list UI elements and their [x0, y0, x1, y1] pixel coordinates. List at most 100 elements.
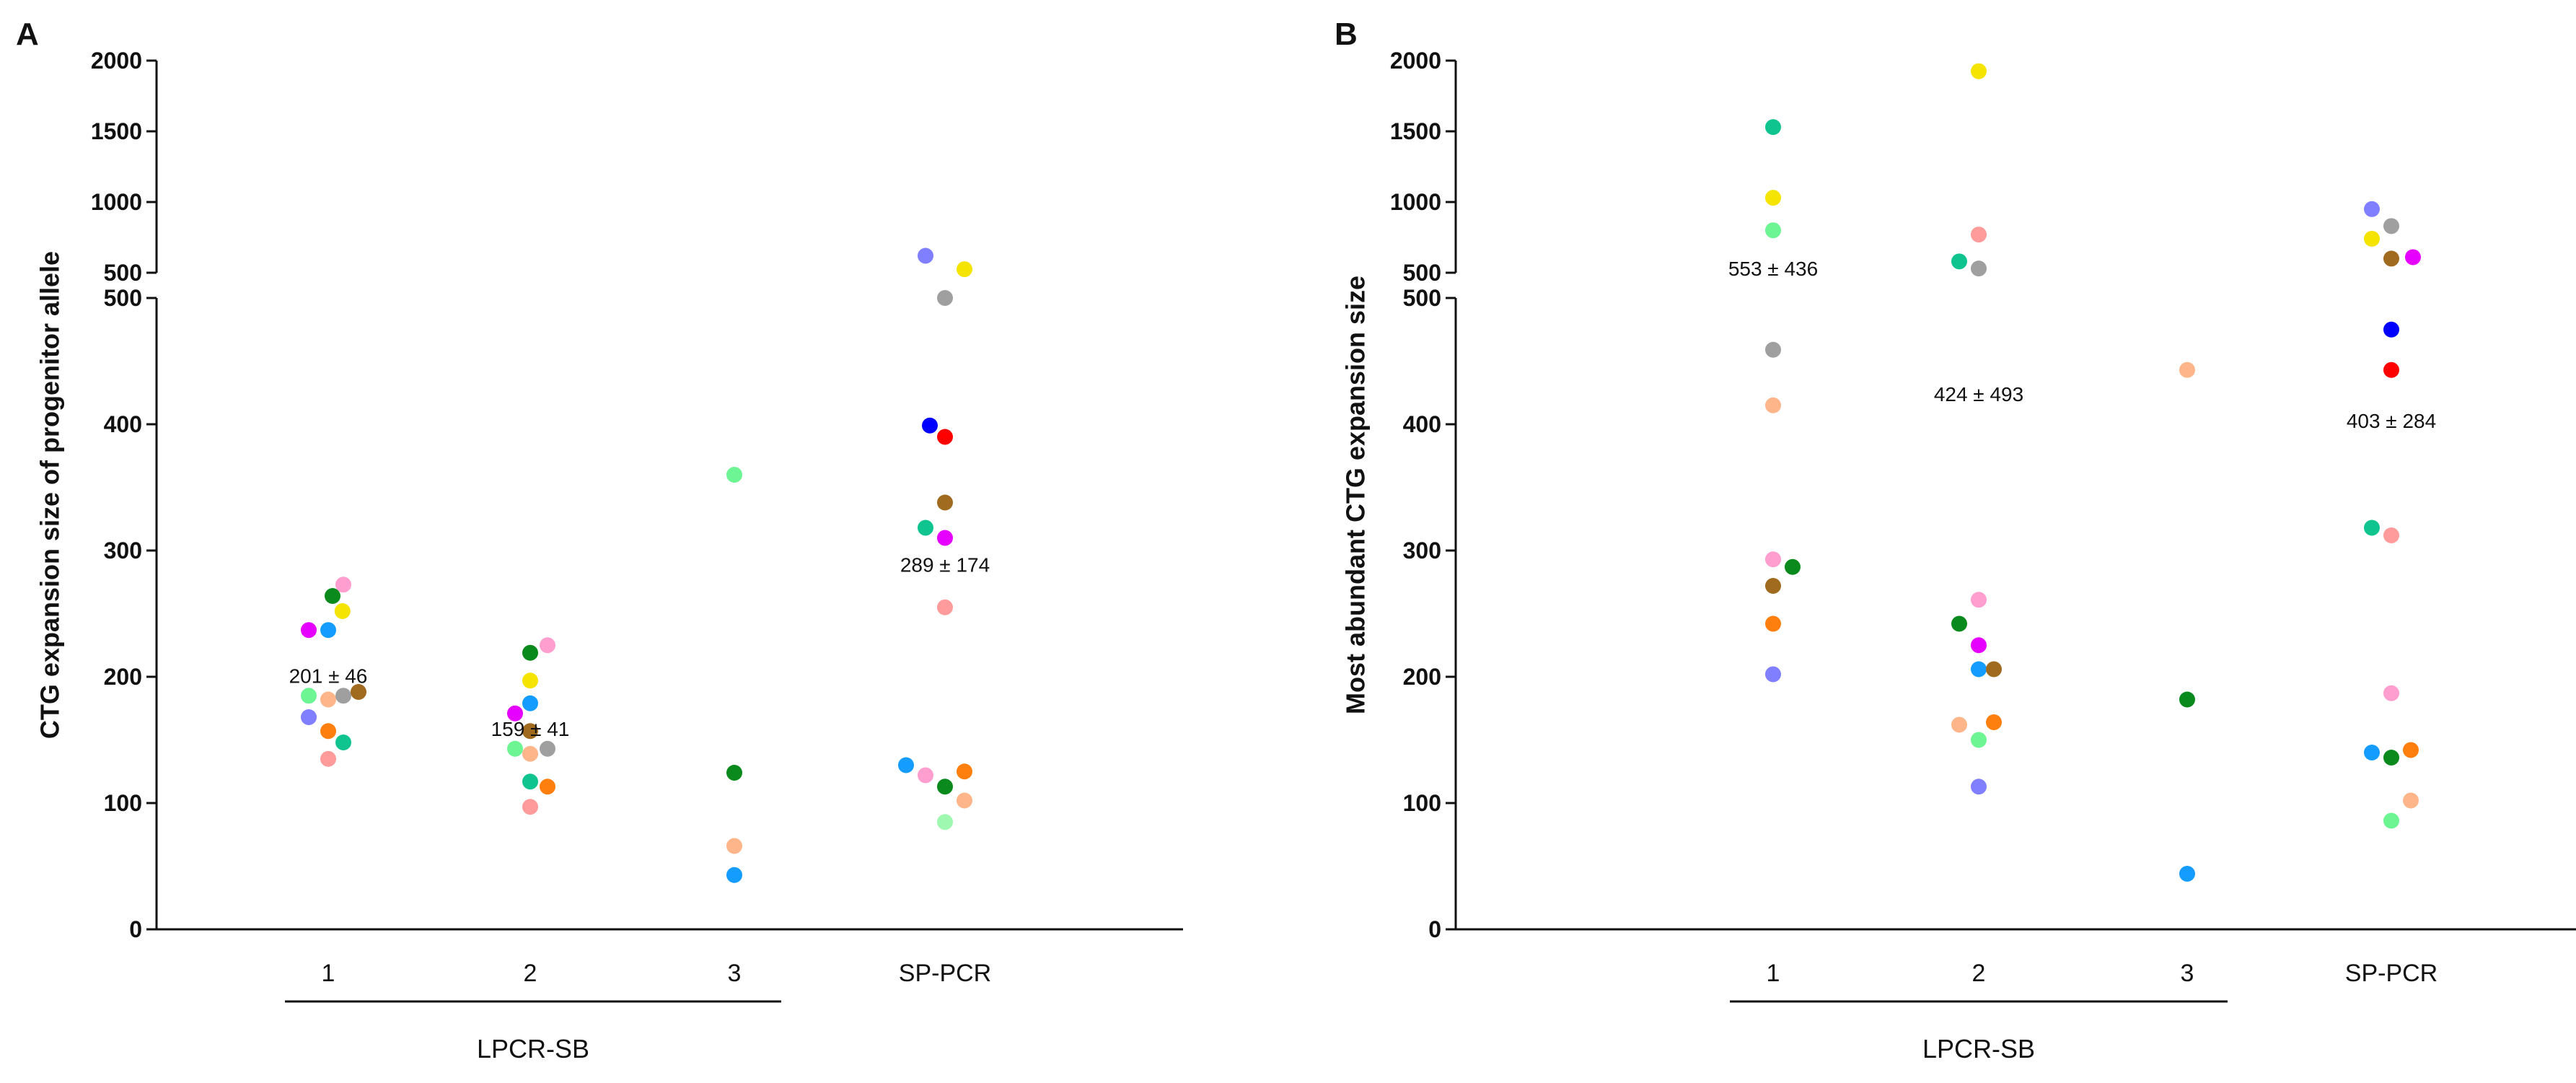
data-point: [1765, 551, 1781, 568]
y-tick-label: 400: [1403, 411, 1441, 437]
data-point: [1971, 592, 1987, 608]
y-tick-label: 2000: [91, 48, 142, 74]
data-point: [2179, 691, 2195, 708]
data-point: [1971, 63, 1987, 79]
data-point: [957, 763, 972, 780]
data-point: [937, 599, 953, 615]
data-point: [2364, 201, 2380, 217]
data-point: [1971, 732, 1987, 748]
data-point: [2364, 230, 2380, 247]
y-tick-label: 1500: [1390, 118, 1441, 144]
data-point: [1971, 637, 1987, 654]
data-point: [1765, 190, 1781, 206]
data-point: [898, 757, 914, 773]
panel-b: B Most abundant CTG expansion size 0 100 200…: [1335, 17, 2576, 1064]
x-tick-label: 1: [1767, 960, 1780, 987]
data-point: [922, 417, 938, 434]
data-point: [918, 519, 933, 536]
y-tick-label: 0: [1428, 916, 1441, 942]
y-tick-label: 1000: [91, 189, 142, 215]
data-point: [2403, 742, 2419, 758]
panel-a: A CTG expansion size of progenitor allele…: [16, 17, 1183, 1064]
data-point: [522, 773, 538, 790]
data-point: [937, 779, 953, 795]
data-point: [320, 622, 336, 639]
data-point: [1765, 119, 1781, 136]
data-point: [937, 290, 953, 306]
data-point: [918, 247, 933, 264]
data-point: [2383, 527, 2399, 543]
data-point: [325, 588, 340, 604]
data-point: [320, 691, 336, 708]
x-tick-label: 3: [2181, 960, 2194, 987]
data-point: [522, 745, 538, 762]
y-tick-label: 100: [1403, 790, 1441, 816]
data-point: [507, 705, 523, 722]
data-point: [1765, 578, 1781, 594]
data-point: [1951, 253, 1967, 270]
data-point: [1951, 615, 1967, 632]
data-point: [918, 767, 933, 784]
data-point: [1971, 779, 1987, 795]
data-point: [937, 429, 953, 445]
data-point: [301, 622, 317, 639]
y-tick-label: 1000: [1390, 189, 1441, 215]
data-point: [937, 530, 953, 546]
group-label: LPCR-SB: [477, 1034, 589, 1064]
data-point: [522, 672, 538, 689]
data-point: [957, 261, 972, 278]
data-point: [1986, 714, 2002, 730]
data-point: [937, 814, 953, 830]
x-tick-label: 1: [322, 960, 335, 987]
x-tick-label: 2: [1972, 960, 1986, 987]
data-point: [1765, 666, 1781, 683]
data-point: [726, 867, 742, 883]
data-point: [522, 644, 538, 661]
y-tick-label: 500: [1403, 260, 1441, 286]
data-point: [2383, 321, 2399, 338]
data-point: [334, 603, 351, 619]
panel-letter: A: [16, 17, 39, 52]
data-point: [937, 494, 953, 511]
data-point: [1971, 227, 1987, 243]
data-point: [320, 750, 336, 767]
data-point: [2383, 250, 2399, 267]
y-tick-label: 500: [1403, 285, 1441, 311]
data-point: [1785, 558, 1801, 575]
data-point: [2179, 361, 2195, 378]
data-point: [1765, 397, 1781, 413]
data-point: [507, 740, 523, 757]
x-tick-label: 3: [728, 960, 742, 987]
data-point: [726, 838, 742, 854]
x-tick-label: SP-PCR: [2345, 960, 2437, 987]
data-point: [2383, 685, 2399, 701]
data-point: [1951, 716, 1967, 733]
y-tick-label: 200: [104, 664, 142, 690]
data-point: [522, 799, 538, 815]
y-tick-label: 0: [129, 916, 142, 942]
group-label: LPCR-SB: [1922, 1034, 2035, 1064]
y-tick-label: 100: [104, 790, 142, 816]
data-point: [1765, 222, 1781, 239]
data-point: [2383, 361, 2399, 378]
y-axis-label: CTG expansion size of progenitor allele: [35, 251, 64, 739]
data-point: [540, 637, 555, 654]
data-point: [320, 723, 336, 740]
x-tick-label: 2: [524, 960, 537, 987]
data-point: [2364, 519, 2380, 536]
y-tick-label: 300: [1403, 538, 1441, 564]
data-point: [2364, 745, 2380, 760]
data-point: [2403, 792, 2419, 809]
mean-sd-annotation: 553 ± 436: [1728, 258, 1818, 280]
y-axis-label: Most abundant CTG expansion size: [1340, 276, 1370, 714]
data-point: [1765, 341, 1781, 358]
data-point: [726, 467, 742, 483]
mean-sd-annotation: 201 ± 46: [289, 665, 368, 687]
data-point: [351, 684, 366, 700]
x-tick-label: SP-PCR: [899, 960, 991, 987]
data-point: [1986, 661, 2002, 678]
data-point: [522, 695, 538, 711]
data-point: [301, 688, 317, 704]
data-point: [2179, 866, 2195, 882]
